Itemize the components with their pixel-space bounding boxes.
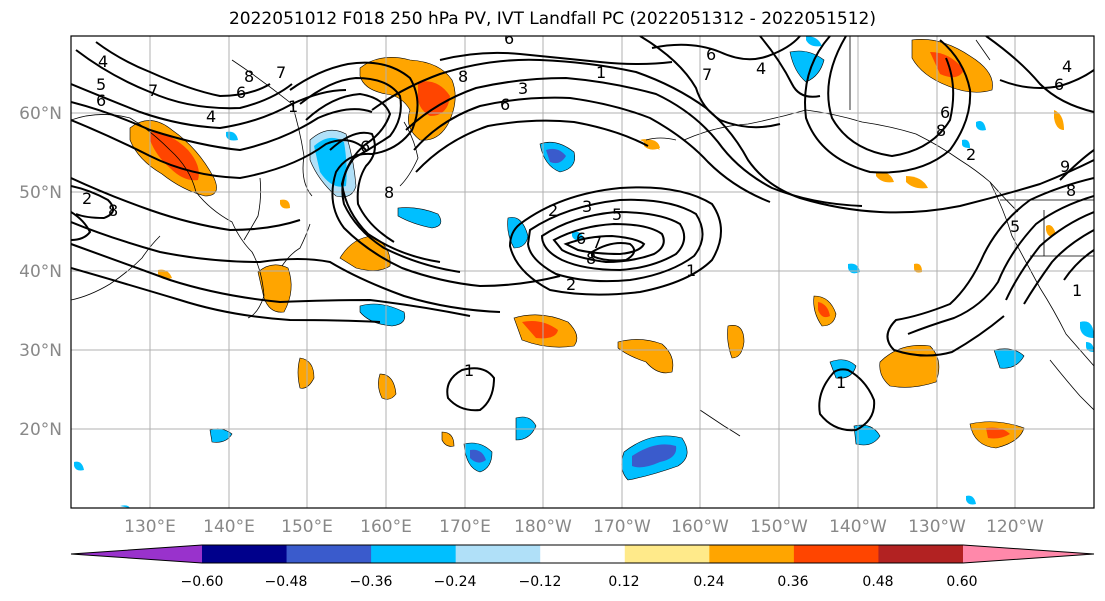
colorbar-tick-label: −0.48 bbox=[265, 574, 308, 590]
contour-label: 8 bbox=[936, 121, 946, 140]
contour-label: 1 bbox=[836, 373, 846, 392]
lon-label: 170°W bbox=[593, 517, 651, 537]
contour-label: 4 bbox=[1062, 57, 1072, 76]
contour-label: 6 bbox=[360, 137, 370, 156]
contour-label: 7 bbox=[702, 65, 712, 84]
lon-label: 140°W bbox=[829, 517, 887, 537]
contour-label: 6 bbox=[940, 103, 950, 122]
colorbar-segment bbox=[624, 545, 710, 563]
contour-label: 8 bbox=[586, 249, 596, 268]
lon-label: 120°W bbox=[986, 517, 1044, 537]
contour-label: 4 bbox=[206, 107, 216, 126]
lat-label: 30°N bbox=[19, 341, 62, 361]
colorbar-tick-label: −0.60 bbox=[181, 574, 224, 590]
lon-label: 140°E bbox=[203, 517, 255, 537]
colorbar-tick-label: 0.60 bbox=[946, 574, 977, 590]
contour-label: 5 bbox=[96, 75, 106, 94]
contour-label: 1 bbox=[464, 361, 474, 380]
colorbar-segment bbox=[286, 545, 372, 563]
colorbar-segment bbox=[878, 545, 964, 563]
contour-label: 8 bbox=[458, 67, 468, 86]
contour-label: 1 bbox=[686, 261, 696, 280]
lon-label: 160°E bbox=[360, 517, 412, 537]
contour-label: 2 bbox=[82, 189, 92, 208]
contour-labels: 4 5 6 7 8 6 8 7 1 4 2 6 8 3 6 6 7 4 1 8 … bbox=[82, 29, 1082, 392]
colorbar-tick-label: 0.24 bbox=[693, 574, 724, 590]
colorbar-segment bbox=[963, 545, 1094, 563]
lon-label: 130°E bbox=[124, 517, 176, 537]
contour-label: 8 bbox=[244, 67, 254, 86]
coastlines bbox=[71, 36, 1094, 437]
contour-label: 2 bbox=[566, 275, 576, 294]
contour-label: 8 bbox=[1066, 181, 1076, 200]
colorbar-segment bbox=[455, 545, 541, 563]
contour-label: 9 bbox=[1060, 157, 1070, 176]
contour-label: 8 bbox=[108, 201, 118, 220]
lon-label: 130°W bbox=[908, 517, 966, 537]
lon-label: 150°E bbox=[281, 517, 333, 537]
colorbar-labels: −0.60 −0.48 −0.36 −0.24 −0.12 0.12 0.24 … bbox=[181, 574, 978, 590]
contour-label: 6 bbox=[576, 229, 586, 248]
colorbar-tick-label: −0.24 bbox=[434, 574, 477, 590]
contour-label: 7 bbox=[148, 81, 158, 100]
contour-label: 6 bbox=[504, 29, 514, 48]
contour-label: 3 bbox=[582, 197, 592, 216]
longitude-labels: 130°E 140°E 150°E 160°E 170°E 180°W 170°… bbox=[124, 517, 1044, 537]
colorbar-tick-label: 0.48 bbox=[862, 574, 893, 590]
colorbar-tick-label: −0.12 bbox=[519, 574, 562, 590]
contour-label: 5 bbox=[612, 205, 622, 224]
colorbar-tick-label: 0.12 bbox=[608, 574, 639, 590]
contour-label: 8 bbox=[384, 183, 394, 202]
colorbar bbox=[70, 544, 1095, 564]
contour-label: 2 bbox=[966, 145, 976, 164]
contour-label: 6 bbox=[1054, 75, 1064, 94]
contour-label: 7 bbox=[276, 63, 286, 82]
graticule bbox=[71, 36, 1094, 508]
lat-label: 20°N bbox=[19, 420, 62, 440]
colorbar-segment bbox=[71, 545, 202, 563]
contour-label: 1 bbox=[288, 97, 298, 116]
contour-label: 2 bbox=[548, 201, 558, 220]
lat-label: 50°N bbox=[19, 183, 62, 203]
contour-label: 6 bbox=[236, 83, 246, 102]
contour-label: 7 bbox=[592, 233, 602, 252]
contour-label: 4 bbox=[756, 59, 766, 78]
colorbar-segment bbox=[540, 545, 626, 563]
contour-label: 6 bbox=[706, 45, 716, 64]
lat-label: 40°N bbox=[19, 262, 62, 282]
colorbar-segment bbox=[793, 545, 879, 563]
map-frame bbox=[70, 35, 1095, 509]
lat-label: 60°N bbox=[19, 104, 62, 124]
colorbar-outline bbox=[70, 544, 1095, 564]
contour-label: 5 bbox=[1010, 217, 1020, 236]
colorbar-segment bbox=[709, 545, 795, 563]
contour-label: 6 bbox=[96, 91, 106, 110]
pv-contours bbox=[71, 36, 1094, 432]
colorbar-tick-label: −0.36 bbox=[350, 574, 393, 590]
contour-label: 1 bbox=[1072, 281, 1082, 300]
map-content: 4 5 6 7 8 6 8 7 1 4 2 6 8 3 6 6 7 4 1 8 … bbox=[71, 29, 1094, 508]
lon-label: 150°W bbox=[750, 517, 808, 537]
lon-label: 160°W bbox=[671, 517, 729, 537]
contour-label: 1 bbox=[596, 63, 606, 82]
map-title: 2022051012 F018 250 hPa PV, IVT Landfall… bbox=[228, 9, 876, 29]
lon-label: 170°E bbox=[439, 517, 491, 537]
colorbar-segment bbox=[371, 545, 457, 563]
colorbar-tick-label: 0.36 bbox=[777, 574, 808, 590]
contour-label: 6 bbox=[500, 95, 510, 114]
colorbar-segment bbox=[202, 545, 288, 563]
lon-label: 180°W bbox=[514, 517, 572, 537]
contour-label: 4 bbox=[98, 52, 108, 71]
latitude-labels: 60°N 50°N 40°N 30°N 20°N bbox=[19, 104, 62, 440]
contour-label: 3 bbox=[518, 79, 528, 98]
